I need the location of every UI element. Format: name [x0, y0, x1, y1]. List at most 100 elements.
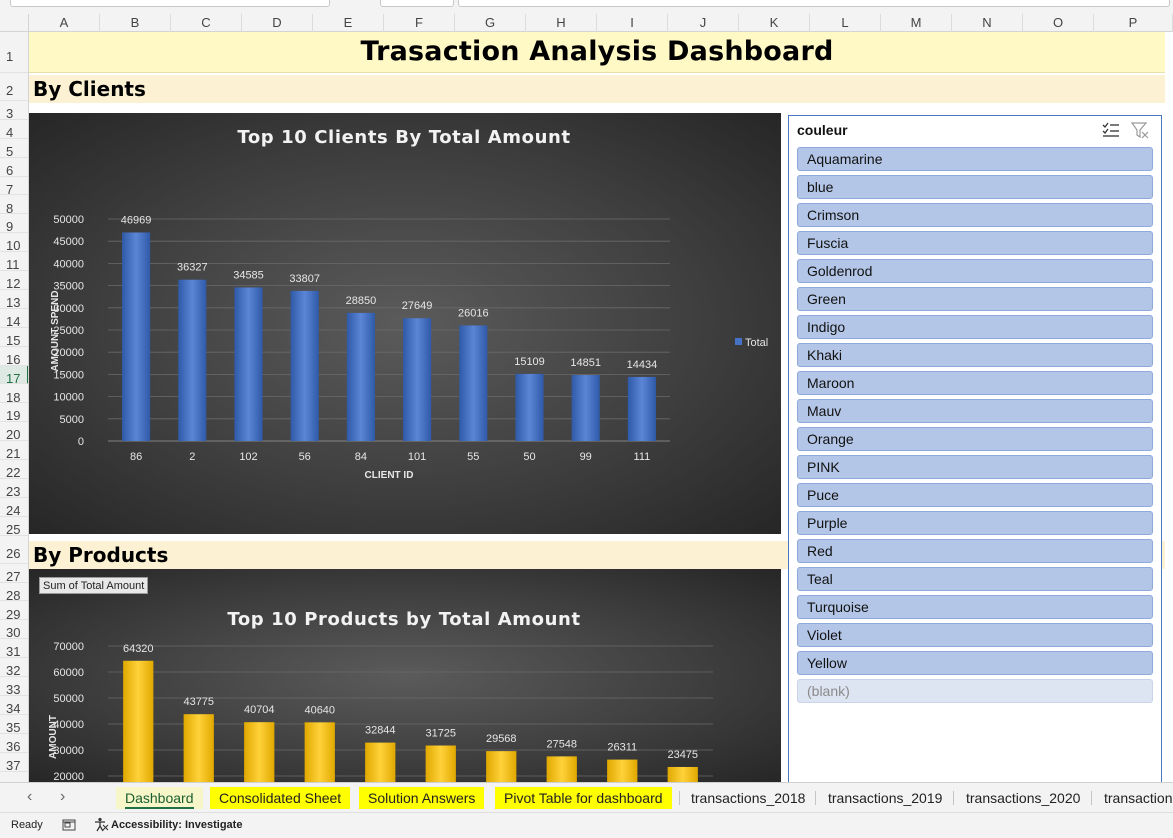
- slicer-item[interactable]: Purple: [797, 511, 1153, 535]
- row-header[interactable]: 35: [0, 715, 28, 735]
- tab-transactions-2020[interactable]: transactions_2020: [966, 790, 1081, 806]
- row-header[interactable]: 23: [0, 479, 28, 499]
- column-header[interactable]: B: [100, 14, 171, 32]
- bar: [571, 375, 600, 441]
- multi-select-icon[interactable]: [1101, 121, 1121, 139]
- products-chart[interactable]: Top 10 Products by Total Amount 20000 3000…: [29, 569, 781, 783]
- row-header[interactable]: 13: [0, 290, 28, 310]
- row-header[interactable]: 22: [0, 460, 28, 480]
- slicer-item[interactable]: Mauv: [797, 399, 1153, 423]
- slicer-item[interactable]: Teal: [797, 567, 1153, 591]
- column-header[interactable]: K: [739, 14, 810, 32]
- slicer-item[interactable]: PINK: [797, 455, 1153, 479]
- row-header[interactable]: 26: [0, 536, 28, 564]
- tab-pivot-table-for-dashboard[interactable]: Pivot Table for dashboard: [495, 787, 672, 809]
- row-header[interactable]: 27: [0, 564, 28, 584]
- row-header[interactable]: 16: [0, 347, 28, 367]
- column-header[interactable]: M: [881, 14, 952, 32]
- row-header[interactable]: 3: [0, 101, 28, 121]
- row-header[interactable]: 7: [0, 177, 28, 197]
- row-header[interactable]: 33: [0, 677, 28, 697]
- row-header[interactable]: 14: [0, 309, 28, 329]
- tab-scroll-left-icon[interactable]: ‹: [27, 788, 33, 805]
- row-header[interactable]: 15: [0, 328, 28, 348]
- slicer-item[interactable]: Yellow: [797, 651, 1153, 675]
- tab-transactions-more[interactable]: transaction: [1104, 790, 1173, 806]
- row-header[interactable]: 17: [0, 365, 28, 386]
- x-tick-label: 99: [580, 451, 592, 463]
- column-header[interactable]: I: [597, 14, 668, 32]
- slicer-item[interactable]: Indigo: [797, 315, 1153, 339]
- tab-transactions-2019[interactable]: transactions_2019: [828, 790, 943, 806]
- row-header[interactable]: 4: [0, 120, 28, 140]
- column-header[interactable]: A: [29, 14, 100, 32]
- row-header[interactable]: 8: [0, 196, 28, 216]
- row-header[interactable]: 34: [0, 696, 28, 716]
- slicer-item[interactable]: Orange: [797, 427, 1153, 451]
- row-header[interactable]: 20: [0, 422, 28, 442]
- column-header[interactable]: O: [1023, 14, 1094, 32]
- bar: [546, 756, 577, 783]
- tab-transactions-2018[interactable]: transactions_2018: [691, 790, 806, 806]
- slicer-item[interactable]: blue: [797, 175, 1153, 199]
- formula-controls[interactable]: [380, 0, 454, 7]
- row-header[interactable]: 19: [0, 403, 28, 423]
- slicer-item[interactable]: Aquamarine: [797, 147, 1153, 171]
- row-header[interactable]: 37: [0, 753, 28, 773]
- column-header[interactable]: L: [810, 14, 881, 32]
- slicer-item[interactable]: Goldenrod: [797, 259, 1153, 283]
- slicer-item[interactable]: (blank): [797, 679, 1153, 703]
- row-header[interactable]: 24: [0, 498, 28, 518]
- formula-input[interactable]: [458, 0, 1170, 7]
- clients-chart[interactable]: Top 10 Clients By Total Amount 0 5000 10000…: [29, 113, 781, 534]
- slicer-item[interactable]: Maroon: [797, 371, 1153, 395]
- row-header[interactable]: 1: [0, 32, 28, 73]
- row-header[interactable]: 6: [0, 158, 28, 178]
- row-header[interactable]: 21: [0, 441, 28, 461]
- slicer-item[interactable]: Turquoise: [797, 595, 1153, 619]
- tab-dashboard[interactable]: Dashboard: [116, 787, 203, 809]
- tab-consolidated-sheet[interactable]: Consolidated Sheet: [210, 787, 351, 809]
- select-all-corner[interactable]: [0, 14, 29, 32]
- row-header[interactable]: 29: [0, 602, 28, 622]
- status-accessibility[interactable]: Accessibility: Investigate: [111, 819, 243, 831]
- row-header[interactable]: 32: [0, 658, 28, 678]
- tab-scroll-right-icon[interactable]: ›: [60, 788, 66, 805]
- column-header[interactable]: N: [952, 14, 1023, 32]
- column-header[interactable]: D: [242, 14, 313, 32]
- row-header[interactable]: 11: [0, 252, 28, 272]
- accessibility-icon[interactable]: [93, 817, 109, 832]
- slicer-item[interactable]: Crimson: [797, 203, 1153, 227]
- row-header[interactable]: 10: [0, 233, 28, 253]
- column-header[interactable]: G: [455, 14, 526, 32]
- row-header[interactable]: 31: [0, 639, 28, 659]
- name-box[interactable]: [10, 0, 330, 7]
- row-header[interactable]: 30: [0, 620, 28, 640]
- column-header[interactable]: E: [313, 14, 384, 32]
- row-header[interactable]: 25: [0, 517, 28, 537]
- row-header[interactable]: 18: [0, 385, 28, 405]
- column-header[interactable]: J: [668, 14, 739, 32]
- pivot-field-button[interactable]: Sum of Total Amount: [39, 577, 149, 594]
- row-header[interactable]: 9: [0, 214, 28, 234]
- row-header[interactable]: 28: [0, 583, 28, 603]
- slicer-item[interactable]: Khaki: [797, 343, 1153, 367]
- row-header[interactable]: 2: [0, 73, 28, 101]
- column-header[interactable]: P: [1094, 14, 1173, 32]
- macro-record-icon[interactable]: [62, 818, 77, 832]
- slicer-item[interactable]: Green: [797, 287, 1153, 311]
- column-header[interactable]: F: [384, 14, 455, 32]
- slicer-item[interactable]: Fuscia: [797, 231, 1153, 255]
- column-header[interactable]: C: [171, 14, 242, 32]
- clear-filter-icon[interactable]: [1130, 121, 1150, 139]
- row-header[interactable]: 36: [0, 734, 28, 754]
- slicer-item[interactable]: Violet: [797, 623, 1153, 647]
- slicer-item[interactable]: Puce: [797, 483, 1153, 507]
- section-clients-title: By Clients: [33, 77, 146, 101]
- tab-solution-answers[interactable]: Solution Answers: [359, 787, 485, 809]
- row-header[interactable]: 5: [0, 139, 28, 159]
- y-tick-label: 35000: [53, 281, 84, 293]
- slicer-item[interactable]: Red: [797, 539, 1153, 563]
- column-header[interactable]: H: [526, 14, 597, 32]
- row-header[interactable]: 12: [0, 271, 28, 291]
